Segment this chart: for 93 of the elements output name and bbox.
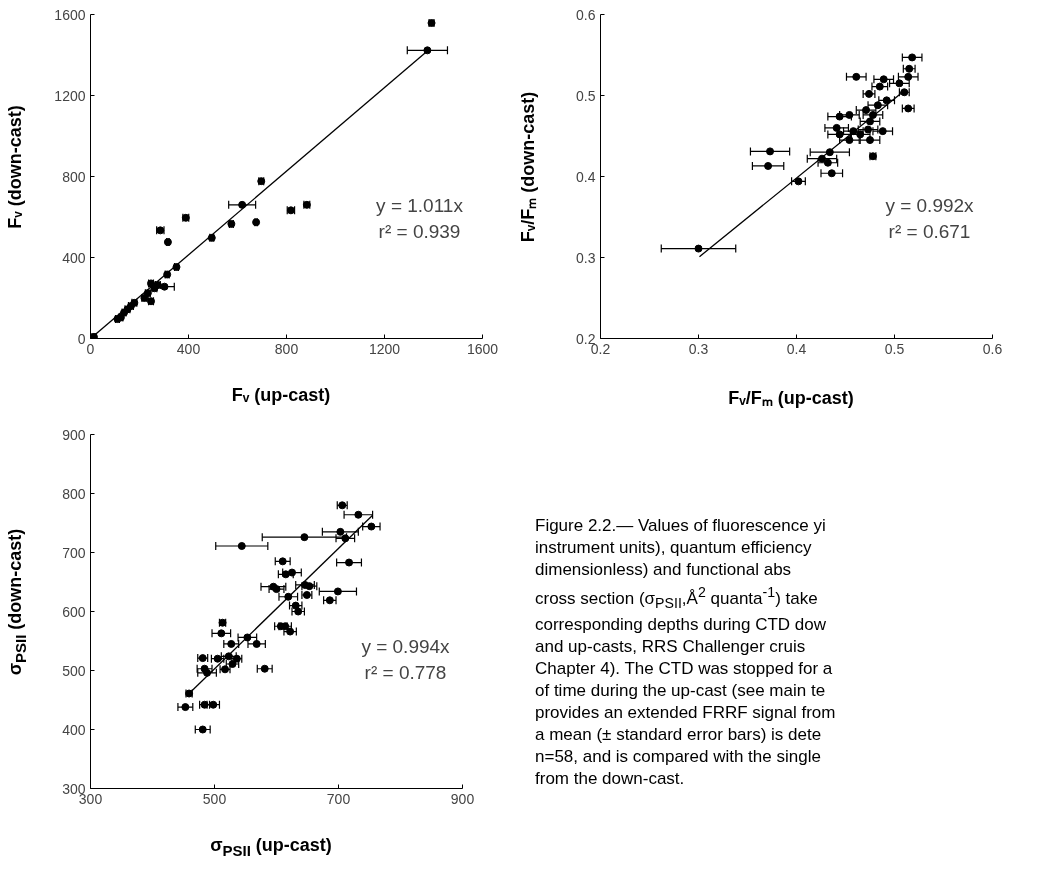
point bbox=[354, 510, 363, 519]
y-tick-label: 0.3 bbox=[576, 249, 596, 266]
x-tick-label: 400 bbox=[176, 340, 201, 357]
point bbox=[764, 161, 773, 170]
point bbox=[333, 587, 342, 596]
point bbox=[835, 130, 844, 139]
y-tick-label: 0.4 bbox=[576, 168, 596, 185]
annotation: r² = 0.671 bbox=[888, 221, 971, 243]
point bbox=[163, 238, 172, 247]
point bbox=[336, 527, 345, 536]
x-axis-title: Fᵥ/Fₘ (up-cast) bbox=[727, 387, 855, 409]
point bbox=[694, 244, 703, 253]
text: from the down-cast. bbox=[535, 769, 685, 789]
y-tick-label: 400 bbox=[62, 721, 86, 738]
point bbox=[345, 558, 354, 567]
point bbox=[879, 75, 888, 84]
x-tick-label: 0.3 bbox=[688, 340, 709, 357]
point bbox=[300, 533, 309, 542]
text: n=58, and is compared with the single bbox=[535, 747, 821, 767]
point bbox=[252, 218, 261, 227]
x-tick-label: 1200 bbox=[368, 340, 401, 357]
point bbox=[252, 639, 261, 648]
point bbox=[873, 101, 882, 110]
point bbox=[862, 106, 871, 115]
point bbox=[904, 72, 913, 81]
x-axis-title: σ$_{PSII}$ (up-cast) bbox=[209, 835, 333, 859]
x-tick-label: 0.5 bbox=[884, 340, 905, 357]
point bbox=[160, 282, 169, 291]
x-tick-label: 800 bbox=[274, 340, 299, 357]
point bbox=[260, 664, 269, 673]
point bbox=[288, 568, 296, 577]
point bbox=[845, 110, 854, 119]
y-tick-label: 1600 bbox=[54, 6, 86, 23]
point bbox=[237, 542, 246, 550]
caption: Figure 2.2.— Values of fluorescence yi bbox=[535, 516, 826, 535]
y-tick-label: 700 bbox=[62, 544, 86, 561]
text: corresponding depths during CTD dow bbox=[535, 615, 827, 635]
point bbox=[856, 130, 865, 139]
point bbox=[835, 112, 844, 121]
point bbox=[227, 639, 236, 648]
text: and up-casts, RRS Challenger cruis bbox=[535, 637, 806, 657]
y-tick-label: 900 bbox=[62, 426, 86, 443]
y-tick-label: 1200 bbox=[54, 87, 86, 104]
point bbox=[423, 46, 432, 55]
y-axis-title: Fᵥ/Fₘ (down-cast) bbox=[517, 90, 539, 245]
text: of time during the up-cast (see main te bbox=[535, 681, 826, 701]
annotation: r² = 0.939 bbox=[378, 221, 461, 243]
point bbox=[882, 96, 891, 105]
point bbox=[766, 147, 775, 156]
annotation: y = 0.994x bbox=[361, 635, 451, 657]
text: dimensionless) and functional abs bbox=[535, 560, 792, 579]
text: a mean (± standard error bars) is dete bbox=[535, 725, 822, 745]
point bbox=[823, 158, 832, 167]
y-axis-title: Fᵥ (down-cast) bbox=[5, 104, 26, 231]
point bbox=[832, 123, 841, 132]
text: Chapter 4). The CTD was stopped for a bbox=[535, 659, 833, 679]
annotation: r² = 0.778 bbox=[364, 661, 447, 683]
x-tick-label: 900 bbox=[450, 790, 475, 807]
point bbox=[895, 79, 904, 88]
point bbox=[198, 725, 207, 734]
x-axis-title: Fᵥ (up-cast) bbox=[230, 385, 332, 406]
y-tick-label: 0.6 bbox=[576, 6, 596, 23]
y-tick-label: 800 bbox=[62, 168, 86, 185]
point bbox=[367, 522, 376, 531]
point bbox=[278, 557, 287, 566]
x-tick-label: 0.4 bbox=[786, 340, 807, 357]
point bbox=[845, 136, 854, 145]
text: cross section (σ$_{PSII}$,Å$^{2}$ quanta$^{-1}$) take bbox=[535, 584, 818, 612]
y-tick-label: 0.5 bbox=[576, 87, 596, 104]
point bbox=[908, 53, 917, 62]
point bbox=[305, 582, 314, 591]
point bbox=[238, 200, 247, 209]
annotation: y = 1.011x bbox=[376, 195, 464, 217]
y-tick-label: 500 bbox=[62, 662, 86, 679]
text: instrument units), quantum efficiency bbox=[535, 538, 812, 557]
text: provides an extended FRRF signal from bbox=[535, 703, 836, 723]
x-tick-label: 700 bbox=[326, 790, 351, 807]
point bbox=[866, 117, 874, 126]
point bbox=[852, 72, 861, 81]
y-tick-label: 400 bbox=[62, 249, 86, 266]
annotation: y = 0.992x bbox=[885, 195, 975, 217]
point bbox=[875, 82, 884, 91]
x-tick-label: 500 bbox=[202, 790, 227, 807]
point bbox=[341, 534, 350, 543]
point bbox=[866, 136, 874, 145]
point bbox=[281, 570, 290, 579]
x-tick-label: 1600 bbox=[466, 340, 499, 357]
point bbox=[827, 169, 836, 178]
y-tick-label: 800 bbox=[62, 485, 86, 502]
x-tick-label: 0.6 bbox=[982, 340, 1003, 357]
y-tick-label: 600 bbox=[62, 603, 86, 620]
point bbox=[181, 703, 190, 712]
point bbox=[217, 629, 226, 638]
